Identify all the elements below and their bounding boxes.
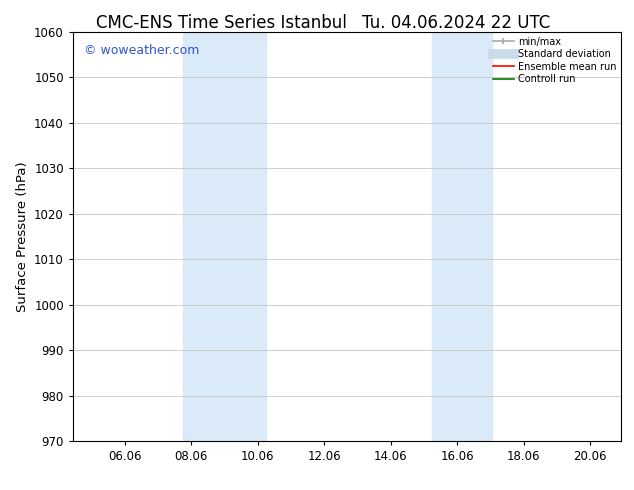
Text: © woweather.com: © woweather.com <box>84 44 199 57</box>
Text: CMC-ENS Time Series Istanbul: CMC-ENS Time Series Istanbul <box>96 14 347 32</box>
Bar <box>183 32 266 441</box>
Y-axis label: Surface Pressure (hPa): Surface Pressure (hPa) <box>16 161 29 312</box>
Legend: min/max, Standard deviation, Ensemble mean run, Controll run: min/max, Standard deviation, Ensemble me… <box>491 35 618 86</box>
Text: Tu. 04.06.2024 22 UTC: Tu. 04.06.2024 22 UTC <box>363 14 550 32</box>
Bar <box>432 32 492 441</box>
